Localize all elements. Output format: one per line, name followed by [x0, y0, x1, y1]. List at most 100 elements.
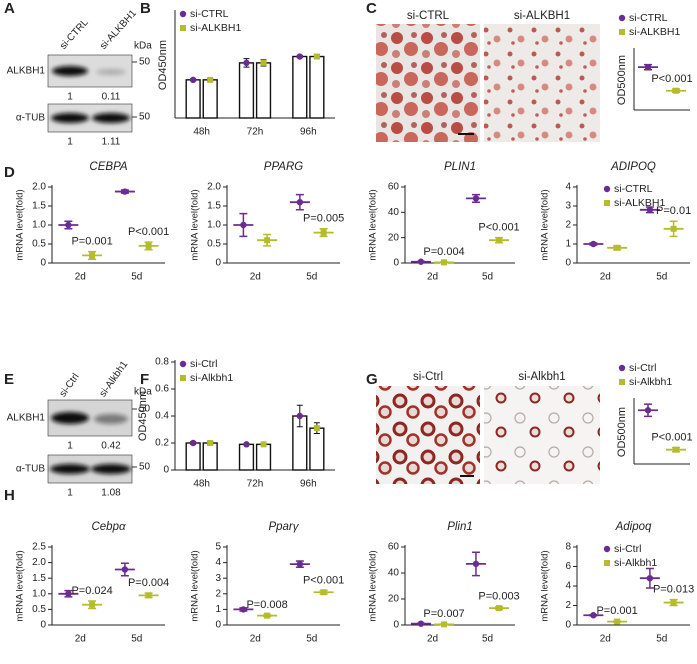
point: [260, 59, 267, 66]
y-tick-label: 0: [40, 258, 46, 269]
legend-label: si-ALKBH1: [614, 197, 666, 209]
y-tick-label: 0: [40, 620, 46, 631]
point: [240, 606, 247, 613]
legend-marker: [619, 379, 625, 385]
legend-marker: [179, 10, 187, 18]
point: [313, 53, 320, 60]
micrograph: [376, 24, 480, 142]
point: [296, 560, 304, 568]
point: [313, 425, 320, 432]
point: [264, 612, 271, 619]
quant: 1: [67, 441, 73, 452]
blot: si-Ctrl si-Alkbh1 kDa ALKBH1 50 1 0.42 α…: [7, 359, 153, 499]
annotation: P=0.013: [653, 584, 694, 596]
point: [296, 199, 304, 206]
legend-marker: [619, 29, 625, 35]
point: [207, 440, 214, 446]
legend-marker: [604, 560, 610, 566]
point: [89, 252, 96, 259]
point: [496, 605, 503, 612]
y-tick-label: 0: [393, 258, 399, 269]
legend-marker: [179, 360, 187, 368]
point: [121, 566, 129, 573]
bar: [238, 443, 255, 471]
x-tick-label: 2d: [250, 272, 261, 283]
y-tick-label: 0.8: [155, 357, 169, 368]
bar: [255, 443, 272, 471]
blot: si-CTRL si-ALKBH1 kDa ALKBH1 50 1 0.11 α…: [7, 8, 153, 148]
y-tick-label: 0.5: [32, 239, 46, 250]
band: [52, 66, 88, 76]
quant: 1: [67, 488, 73, 499]
point: [121, 188, 129, 195]
chart-title: CEBPA: [89, 161, 127, 173]
y-tick-label: 2.0: [207, 182, 221, 193]
y-tick-label: 2.0: [32, 557, 46, 568]
y-axis-label: mRNA level(fold): [190, 189, 201, 260]
point: [240, 221, 247, 229]
x-tick-label: 5d: [306, 634, 317, 645]
y-axis-label: OD450nm: [157, 40, 169, 90]
legend-marker: [604, 200, 610, 206]
point: [320, 229, 327, 236]
y-tick-label: 2: [565, 600, 571, 611]
legend-label: si-Alkbh1: [629, 376, 672, 388]
annotation: P<0.001: [303, 574, 344, 586]
point: [296, 412, 303, 420]
x-tick-label: 2d: [427, 634, 438, 645]
y-tick-label: 0: [565, 258, 571, 269]
point: [65, 221, 72, 229]
y-tick-label: 0.6: [155, 384, 169, 395]
legend-label: si-CTRL: [614, 183, 653, 195]
bar: [309, 427, 325, 471]
x-tick-label: 2d: [427, 272, 438, 283]
x-tick-label: 5d: [131, 634, 142, 645]
point: [673, 87, 679, 94]
y-tick-label: 1.0: [207, 220, 221, 231]
y-axis-label: mRNA level(fold): [190, 550, 201, 621]
unit-label: kDa: [134, 387, 152, 398]
y-axis-label: mRNA level(fold): [540, 189, 551, 260]
y-axis-label: mRNA level(fold): [15, 550, 26, 621]
legend-label: si-Alkbh1: [190, 372, 233, 384]
point: [614, 618, 621, 625]
quant: 0.11: [102, 92, 121, 103]
row-label: α-TUB: [16, 113, 45, 124]
annotation: P<0.001: [651, 73, 692, 85]
micrograph: [484, 386, 600, 484]
point: [441, 259, 448, 266]
y-tick-label: 0: [215, 258, 221, 269]
y-tick-label: 2.5: [32, 542, 46, 553]
x-tick-label: 5d: [656, 272, 667, 283]
point: [89, 601, 96, 608]
annotation: P=0.024: [71, 585, 112, 597]
y-tick-label: 1: [215, 604, 221, 615]
y-tick-label: 60: [388, 542, 400, 553]
y-tick-label: 1.5: [32, 573, 46, 584]
point: [646, 206, 654, 213]
point: [644, 407, 652, 414]
image-label: si-CTRL: [407, 10, 450, 22]
lane-label: si-Alkbh1: [98, 359, 131, 399]
y-tick-label: 0: [163, 465, 169, 476]
x-tick-label: 5d: [306, 272, 317, 283]
y-axis-label: OD500nm: [616, 55, 628, 105]
band: [50, 464, 90, 474]
quant: 1: [67, 92, 73, 103]
point: [264, 237, 271, 244]
bar: [185, 442, 201, 471]
marker-label: 50: [139, 57, 151, 68]
annotation: P<0.001: [128, 226, 169, 238]
band: [96, 69, 126, 75]
point: [296, 53, 303, 60]
y-tick-label: 0: [215, 620, 221, 631]
y-tick-label: 60: [388, 182, 400, 193]
y-axis-label: OD450nm: [137, 391, 149, 441]
annotation: P=0.004: [128, 577, 169, 589]
legend-marker: [180, 375, 186, 381]
point: [441, 621, 448, 628]
point: [65, 590, 72, 597]
point: [646, 575, 654, 582]
x-tick-label: 2d: [75, 634, 86, 645]
x-tick-label: 48h: [193, 127, 210, 138]
